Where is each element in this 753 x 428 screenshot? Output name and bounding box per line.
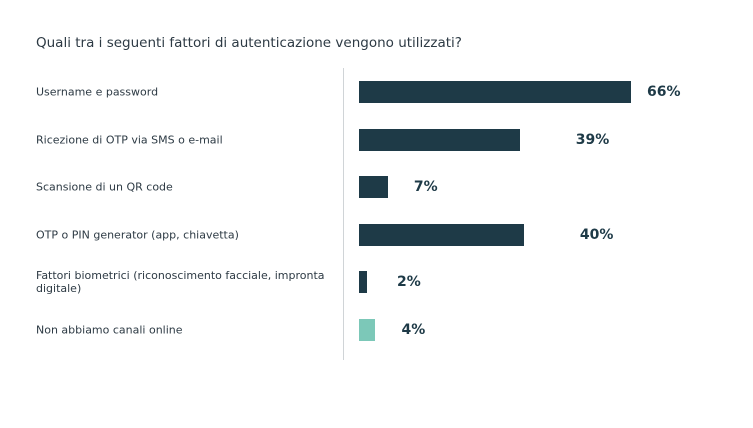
bar xyxy=(359,176,388,198)
category-label: Fattori biometrici (riconoscimento facci… xyxy=(36,269,325,295)
chart-title: Quali tra i seguenti fattori di autentic… xyxy=(36,35,462,51)
category-label: Username e password xyxy=(36,85,159,99)
value-label: 66% xyxy=(647,84,681,100)
category-label: Scansione di un QR code xyxy=(36,180,173,194)
axis-divider xyxy=(343,68,344,360)
value-label: 39% xyxy=(575,131,610,148)
category-label: Non abbiamo canali online xyxy=(36,323,183,336)
category-label: OTP o PIN generator (app, chiavetta) xyxy=(36,228,239,241)
category-label: Ricezione di OTP via SMS o e-mail xyxy=(36,133,223,146)
bar xyxy=(359,271,368,293)
value-label: 7% xyxy=(413,179,438,195)
value-label: 40% xyxy=(579,226,614,243)
bar xyxy=(359,318,376,341)
value-label: 4% xyxy=(401,321,426,338)
bar xyxy=(359,128,520,151)
bar xyxy=(359,81,631,103)
value-label: 2% xyxy=(397,274,421,290)
bar xyxy=(359,223,524,246)
